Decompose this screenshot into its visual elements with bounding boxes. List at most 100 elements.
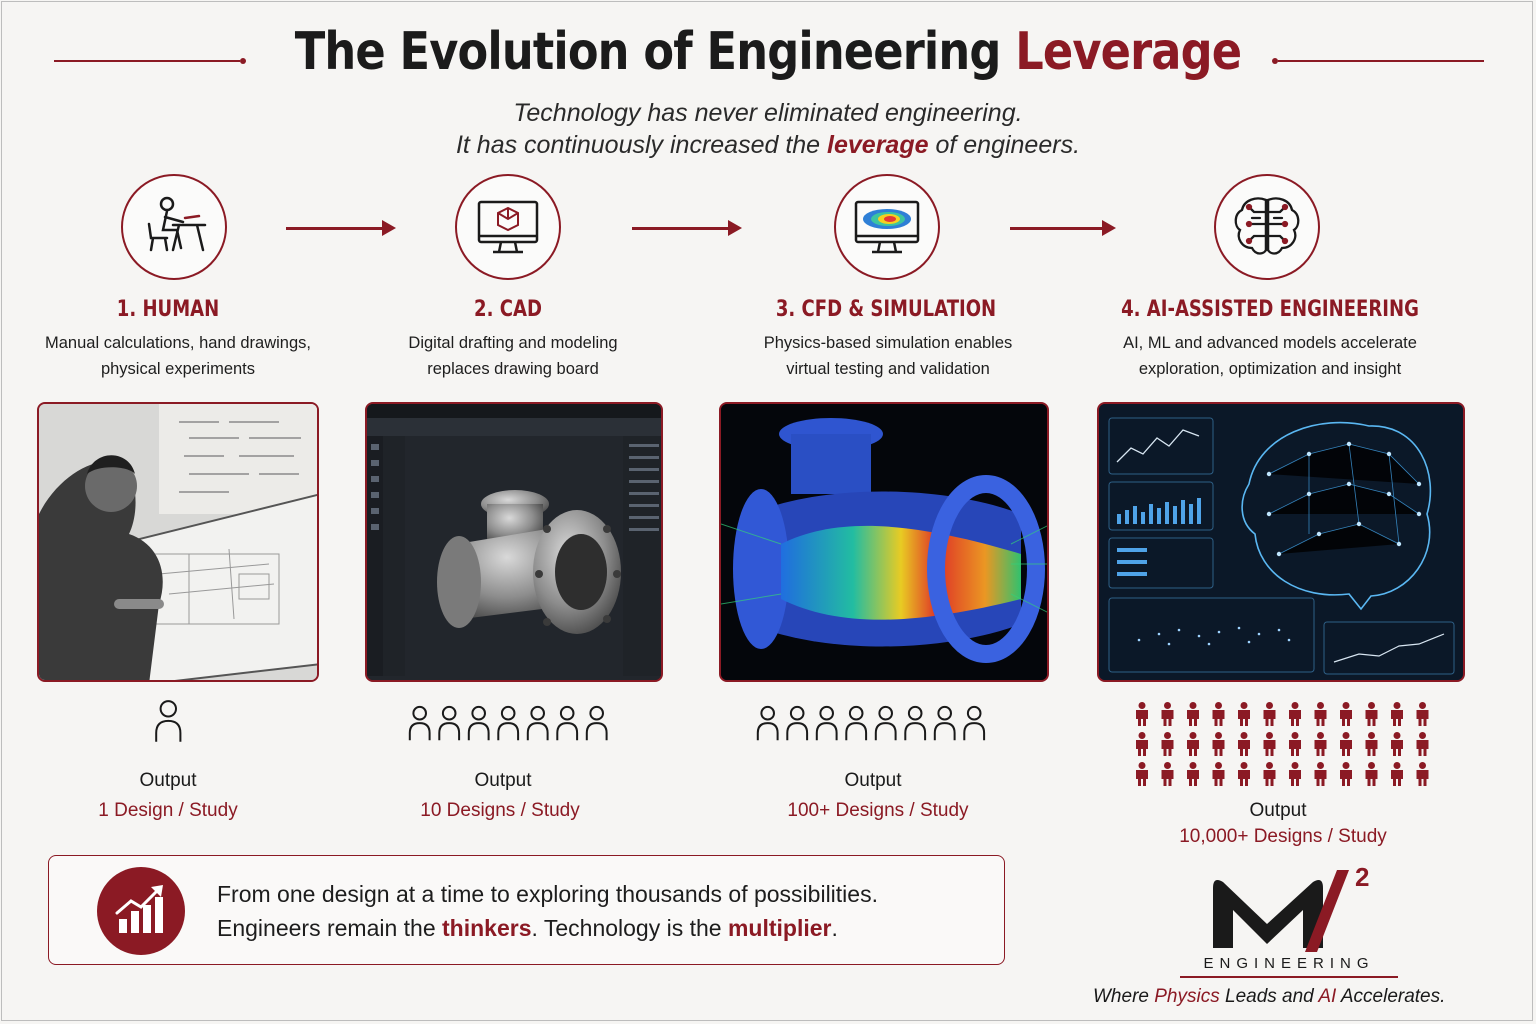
- step-3-title: 3. CFD & SIMULATION: [775, 297, 997, 322]
- people-group-step-1: [155, 700, 182, 742]
- person-filled-icon: [1340, 702, 1352, 726]
- people-group-step-3: [756, 705, 986, 741]
- person-outline-icon: [438, 705, 461, 741]
- person-filled-icon: [1161, 762, 1174, 786]
- person-filled-icon: [1212, 702, 1225, 726]
- person-outline-icon: [874, 705, 897, 741]
- person-filled-icon: [1416, 702, 1429, 726]
- ai-brain-icon: [1214, 174, 1320, 280]
- summary-line-1: From one design at a time to exploring t…: [217, 881, 878, 907]
- person-outline-icon: [497, 705, 520, 741]
- title-rule-left-dot: [240, 58, 246, 64]
- title-rule-right-dot: [1272, 58, 1278, 64]
- person-filled-icon: [1187, 732, 1199, 756]
- person-filled-icon: [1340, 732, 1352, 756]
- step-3-output-value: 100+ Designs / Study: [787, 800, 969, 821]
- step-1-output-label: Output: [139, 770, 197, 791]
- person-filled-icon: [1161, 702, 1174, 726]
- subtitle-accent: leverage: [827, 131, 929, 159]
- person-filled-icon: [1187, 702, 1199, 726]
- person-outline-icon: [904, 705, 927, 741]
- person-filled-icon: [1391, 702, 1403, 726]
- ai-dashboard-image: [1097, 402, 1465, 682]
- person-filled-icon: [1238, 702, 1250, 726]
- person-filled-icon: [1263, 762, 1276, 786]
- person-filled-icon: [1340, 762, 1352, 786]
- people-group-step-4: [1136, 702, 1429, 786]
- step-3-description: Physics-based simulation enables virtual …: [763, 334, 1013, 378]
- logo-superscript: 2: [1355, 862, 1370, 892]
- person-outline-icon: [155, 700, 182, 742]
- person-at-desk-icon: [121, 174, 227, 280]
- cfd-simulation-image: [719, 402, 1049, 682]
- summary-box: From one design at a time to exploring t…: [48, 855, 1005, 965]
- title-rule-left: [54, 60, 240, 62]
- cad-software-image: [365, 402, 663, 682]
- company-logo: 2: [1205, 862, 1375, 954]
- person-outline-icon: [467, 705, 490, 741]
- step-3-output-label: Output: [844, 770, 902, 791]
- person-filled-icon: [1416, 762, 1429, 786]
- person-filled-icon: [1136, 702, 1148, 726]
- page-title: The Evolution of Engineering Leverage: [108, 22, 1429, 82]
- arrow-2-to-3: [632, 220, 742, 236]
- person-outline-icon: [556, 705, 579, 741]
- person-filled-icon: [1238, 732, 1250, 756]
- step-4-output-value: 10,000+ Designs / Study: [1179, 826, 1387, 847]
- arrow-1-to-2: [286, 220, 396, 236]
- title-accent: Leverage: [1015, 22, 1242, 82]
- step-4-output-label: Output: [1249, 800, 1307, 821]
- person-filled-icon: [1391, 762, 1403, 786]
- person-outline-icon: [786, 705, 809, 741]
- step-4-description: AI, ML and advanced models accelerate exp…: [1123, 334, 1417, 378]
- person-filled-icon: [1391, 732, 1403, 756]
- summary-text: From one design at a time to exploring t…: [217, 877, 997, 945]
- person-filled-icon: [1289, 762, 1301, 786]
- person-filled-icon: [1365, 762, 1378, 786]
- person-filled-icon: [1416, 732, 1429, 756]
- step-2-description: Digital drafting and modeling replaces dr…: [408, 334, 618, 378]
- person-filled-icon: [1238, 762, 1250, 786]
- person-filled-icon: [1289, 732, 1301, 756]
- cad-monitor-icon: [455, 174, 561, 280]
- person-outline-icon: [408, 705, 431, 741]
- step-4-title: 4. AI-ASSISTED ENGINEERING: [1121, 297, 1419, 322]
- person-filled-icon: [1365, 732, 1378, 756]
- subtitle-line-1: Technology has never eliminated engineer…: [513, 99, 1023, 127]
- step-1-title: 1. HUMAN: [116, 297, 220, 322]
- step-2-title: 2. CAD: [474, 297, 542, 322]
- person-outline-icon: [963, 705, 986, 741]
- person-filled-icon: [1187, 762, 1199, 786]
- person-filled-icon: [1365, 702, 1378, 726]
- person-filled-icon: [1314, 732, 1327, 756]
- person-filled-icon: [1212, 732, 1225, 756]
- person-filled-icon: [1289, 702, 1301, 726]
- step-1-description: Manual calculations, hand drawings, physi…: [45, 334, 311, 378]
- person-filled-icon: [1136, 762, 1148, 786]
- person-filled-icon: [1314, 762, 1327, 786]
- growth-chart-icon: [97, 867, 185, 955]
- person-outline-icon: [815, 705, 838, 741]
- person-filled-icon: [1212, 762, 1225, 786]
- person-outline-icon: [585, 705, 608, 741]
- logo-wordmark: ENGINEERING: [1203, 955, 1375, 972]
- person-filled-icon: [1161, 732, 1174, 756]
- human-drafting-image: [37, 402, 319, 682]
- brand-tagline: Where Physics Leads and AI Accelerates.: [1093, 986, 1446, 1007]
- logo-underline: [1180, 976, 1398, 978]
- step-1-output-value: 1 Design / Study: [98, 800, 238, 821]
- title-rule-right: [1278, 60, 1484, 62]
- person-filled-icon: [1263, 702, 1276, 726]
- person-outline-icon: [845, 705, 868, 741]
- subtitle-line-2: It has continuously increased the levera…: [455, 131, 1081, 159]
- people-group-step-2: [408, 705, 608, 741]
- person-outline-icon: [756, 705, 779, 741]
- person-filled-icon: [1136, 732, 1148, 756]
- simulation-monitor-icon: [834, 174, 940, 280]
- step-2-output-label: Output: [474, 770, 532, 791]
- title-main: The Evolution of Engineering: [294, 22, 1002, 82]
- person-outline-icon: [526, 705, 549, 741]
- step-2-output-value: 10 Designs / Study: [420, 800, 580, 821]
- summary-line-2: Engineers remain the thinkers. Technolog…: [217, 915, 838, 941]
